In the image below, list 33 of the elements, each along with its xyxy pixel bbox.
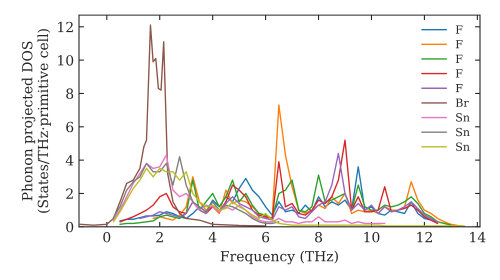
x-tick-label: 8 bbox=[315, 232, 322, 242]
y-tick-label: 8 bbox=[66, 88, 74, 99]
legend-label: F bbox=[456, 84, 462, 92]
y-tick-label: 12 bbox=[58, 22, 73, 32]
x-tick-label: 10 bbox=[364, 232, 380, 242]
y-tick-label: 10 bbox=[58, 55, 74, 66]
line-series bbox=[112, 156, 280, 224]
legend-label: Sn bbox=[456, 142, 470, 151]
line-series bbox=[112, 154, 386, 224]
x-tick-label: 14 bbox=[470, 232, 486, 242]
y-tick-label: 0 bbox=[66, 222, 74, 232]
y-tick-label: 2 bbox=[66, 188, 73, 199]
x-tick-label: 12 bbox=[417, 232, 432, 242]
legend-label: F bbox=[456, 25, 462, 34]
x-tick-label: 4 bbox=[208, 232, 216, 242]
x-tick-label: 6 bbox=[262, 232, 270, 242]
line-series bbox=[119, 139, 438, 224]
legend-label: F bbox=[456, 40, 462, 48]
legend-label: Br bbox=[456, 98, 469, 107]
line-series bbox=[112, 168, 465, 227]
x-axis-title: Frequency (THz) bbox=[220, 250, 338, 264]
legend-label: Sn bbox=[456, 113, 470, 122]
line-series bbox=[139, 152, 438, 222]
line-series bbox=[119, 174, 452, 226]
x-tick-label: 0 bbox=[103, 232, 110, 242]
line-series bbox=[80, 24, 266, 227]
y-tick-label: 6 bbox=[66, 122, 74, 132]
y-tick-label: 4 bbox=[66, 155, 74, 166]
legend-label: F bbox=[456, 54, 462, 63]
legend-label: F bbox=[456, 69, 462, 78]
x-tick-label: 2 bbox=[156, 232, 163, 242]
y-axis-title: Phonon projected DOS (States/THz·primitive cell) bbox=[22, 29, 51, 213]
legend-label: Sn bbox=[456, 128, 470, 136]
